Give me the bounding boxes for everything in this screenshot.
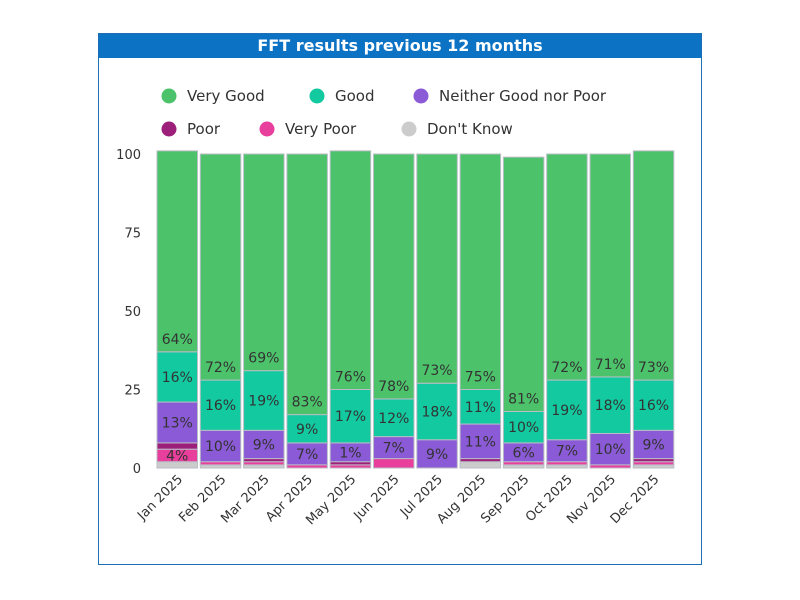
bar-segment-neither-good-nor-poor	[199, 429, 242, 463]
data-label-very-good: 69%	[248, 351, 279, 367]
data-label-good: 18%	[595, 398, 626, 414]
bar-segment-very-good	[632, 150, 675, 381]
bar-segment-very-good	[286, 153, 328, 416]
data-label-neither-good-nor-poor: 9%	[426, 447, 448, 463]
chart-title: FFT results previous 12 months	[99, 34, 701, 58]
bar-segment-very-good	[459, 153, 502, 390]
legend-marker-very-poor	[259, 121, 275, 137]
data-label-very-good: 83%	[292, 395, 323, 411]
chart-panel: FFT results previous 12 months Very Good…	[98, 33, 702, 565]
data-label-very-poor: 4%	[166, 448, 188, 464]
bar-segment-very-good	[329, 150, 372, 390]
data-label-good: 11%	[465, 400, 496, 416]
data-label-good: 19%	[551, 403, 582, 419]
data-label-neither-good-nor-poor: 10%	[595, 442, 626, 458]
legend-label-neither-good-nor-poor: Neither Good nor Poor	[439, 87, 607, 105]
data-label-neither-good-nor-poor: 10%	[205, 439, 236, 455]
bar-segment-neither-good-nor-poor	[416, 439, 458, 469]
data-label-good: 19%	[248, 393, 279, 409]
data-label-neither-good-nor-poor: 9%	[253, 437, 275, 453]
data-label-neither-good-nor-poor: 1%	[339, 445, 361, 461]
data-label-neither-good-nor-poor: 13%	[162, 415, 193, 431]
legend-label-don-t-know: Don't Know	[427, 120, 513, 138]
y-tick-label: 25	[124, 384, 141, 399]
data-label-very-good: 72%	[551, 360, 582, 376]
legend-label-good: Good	[335, 87, 375, 105]
bar-segment-don-t-know	[459, 461, 502, 469]
data-label-neither-good-nor-poor: 6%	[513, 445, 535, 461]
data-label-good: 16%	[205, 398, 236, 414]
y-tick-label: 100	[116, 148, 141, 163]
data-label-very-good: 75%	[465, 370, 496, 386]
bar-segment-very-good	[589, 153, 631, 378]
stacked-bar-chart: Very Good Good Neither Good nor Poor Poor Ve…	[116, 87, 675, 528]
bar-segment-very-good	[546, 153, 588, 381]
data-label-very-good: 73%	[638, 360, 669, 376]
data-label-neither-good-nor-poor: 7%	[296, 447, 318, 463]
data-label-good: 12%	[378, 411, 409, 427]
bar-segment-very-good	[156, 150, 198, 353]
legend-marker-don-t-know	[401, 121, 417, 137]
bar-segment-very-good	[502, 156, 545, 412]
data-label-good: 10%	[508, 420, 539, 436]
data-label-good: 9%	[296, 422, 318, 438]
bar-segment-neither-good-nor-poor	[243, 429, 285, 460]
bar-segment-good	[546, 379, 588, 441]
bar-segment-good	[632, 379, 675, 431]
legend-marker-very-good	[161, 88, 177, 104]
legend-label-very-poor: Very Poor	[285, 120, 357, 138]
data-label-very-good: 71%	[595, 357, 626, 373]
bar-segment-very-good	[416, 153, 458, 384]
data-label-good: 17%	[335, 409, 366, 425]
bar-segment-good	[286, 414, 328, 444]
y-tick-label: 75	[124, 227, 141, 242]
data-label-neither-good-nor-poor: 11%	[465, 434, 496, 450]
legend-marker-good	[309, 88, 325, 104]
data-label-very-good: 76%	[335, 370, 366, 386]
bar-segment-good	[243, 370, 285, 431]
legend-marker-poor	[161, 121, 177, 137]
bar-segment-good	[329, 389, 372, 444]
bar-segment-good	[416, 382, 458, 441]
legend-marker-neither-good-nor-poor	[413, 88, 429, 104]
y-tick-label: 50	[124, 305, 141, 320]
data-label-neither-good-nor-poor: 9%	[642, 437, 664, 453]
bar-segment-very-good	[243, 153, 285, 372]
bar-segment-good	[156, 351, 198, 403]
y-tick-label: 0	[133, 462, 141, 477]
data-label-very-good: 73%	[421, 363, 452, 379]
bar-segment-neither-good-nor-poor	[632, 429, 675, 460]
bar-segment-good	[373, 398, 415, 438]
legend-label-very-good: Very Good	[187, 87, 265, 105]
data-label-neither-good-nor-poor: 7%	[556, 444, 578, 460]
data-label-very-good: 72%	[205, 360, 236, 376]
data-label-good: 16%	[638, 398, 669, 414]
bar-segment-neither-good-nor-poor	[156, 401, 198, 444]
data-label-very-good: 78%	[378, 379, 409, 395]
x-tick-label: Jun 2025	[351, 472, 403, 524]
data-label-very-good: 64%	[162, 332, 193, 348]
data-label-neither-good-nor-poor: 7%	[383, 441, 405, 457]
data-label-good: 16%	[162, 370, 193, 386]
legend-label-poor: Poor	[187, 120, 221, 138]
data-label-very-good: 81%	[508, 391, 539, 407]
bar-segment-good	[199, 379, 242, 431]
bar-segment-very-good	[373, 153, 415, 400]
data-label-good: 18%	[421, 404, 452, 420]
bar-segment-very-good	[199, 153, 242, 381]
bar-segment-very-poor	[373, 458, 415, 469]
